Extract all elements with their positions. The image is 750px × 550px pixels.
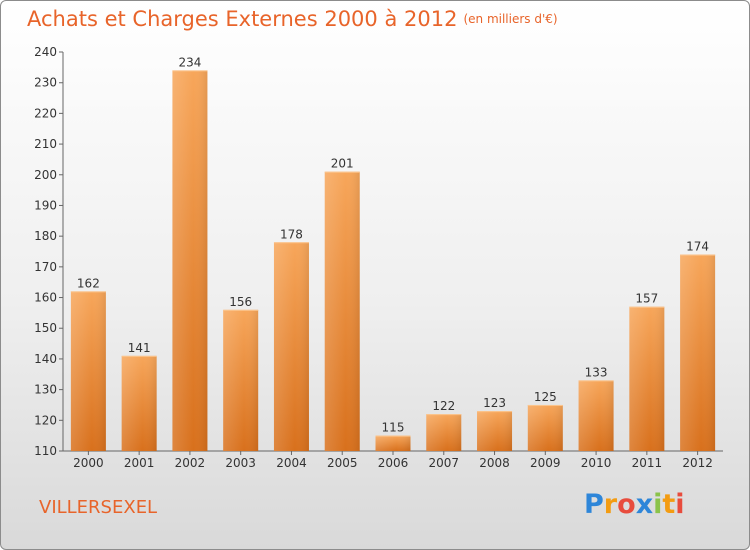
bar-shade [70, 291, 106, 451]
y-tick-label: 140 [34, 352, 57, 366]
bar-shade [426, 414, 462, 451]
x-tick-label: 2006 [378, 456, 409, 470]
x-tick-label: 2008 [479, 456, 510, 470]
chart-title-text: Achats et Charges Externes 2000 à 2012 [27, 7, 458, 31]
x-tick-label: 2003 [225, 456, 256, 470]
x-tick-label: 2000 [73, 456, 104, 470]
y-tick-label: 210 [34, 137, 57, 151]
x-tick-label: 2007 [428, 456, 459, 470]
bar-shade [273, 242, 309, 451]
bar-shade [477, 411, 513, 451]
bar-shade [324, 171, 360, 451]
bar-value-label: 125 [534, 390, 557, 404]
y-tick-label: 170 [34, 260, 57, 274]
bar-value-label: 174 [686, 240, 709, 254]
chart-title: Achats et Charges Externes 2000 à 2012 (e… [27, 7, 558, 31]
logo-letter: o [617, 489, 636, 520]
bar-value-label: 141 [128, 341, 151, 355]
bar-value-label: 156 [229, 295, 252, 309]
y-tick-label: 190 [34, 198, 57, 212]
y-tick-label: 110 [34, 444, 57, 458]
logo-letter: P [584, 489, 604, 520]
bar-value-label: 122 [432, 399, 455, 413]
y-tick-label: 150 [34, 321, 57, 335]
y-tick-label: 200 [34, 168, 57, 182]
bar-value-label: 162 [77, 276, 100, 290]
commune-name: VILLERSEXEL [39, 497, 158, 518]
y-tick-label: 230 [34, 76, 57, 90]
y-tick-label: 120 [34, 413, 57, 427]
logo-letter: i [675, 489, 685, 520]
bar-shade [375, 435, 411, 451]
x-tick-label: 2011 [632, 456, 663, 470]
value-labels: 162 141 234 156 178 201 115 122 123 125 133 157 174 [77, 55, 709, 434]
bar-value-label: 178 [280, 227, 303, 241]
bar-value-label: 201 [331, 157, 354, 171]
x-tick-label: 2010 [581, 456, 612, 470]
logo-letter: r [603, 489, 618, 520]
chart-unit: (en milliers d'€) [463, 12, 558, 26]
bar-shade [629, 306, 665, 451]
bar-shade [578, 380, 614, 451]
y-tick-label: 180 [34, 229, 57, 243]
proxiti-logo: Proxiti [584, 489, 685, 520]
y-tick-label: 160 [34, 291, 57, 305]
x-tick-label: 2012 [682, 456, 713, 470]
axes: 110 120 130 140 150 160 170 180 190 200 210 220 230 2… [34, 45, 723, 470]
bar-value-label: 123 [483, 396, 506, 410]
x-tick-label: 2005 [327, 456, 358, 470]
bar-value-label: 157 [635, 292, 658, 306]
logo-letter: i [653, 489, 663, 520]
bar-shade [223, 309, 259, 451]
x-tick-label: 2002 [175, 456, 206, 470]
x-tick-label: 2001 [124, 456, 155, 470]
y-tick-label: 130 [34, 383, 57, 397]
bar-shade [172, 70, 208, 452]
x-tick-label: 2009 [530, 456, 561, 470]
bar-shade [680, 254, 716, 451]
bar-value-label: 133 [585, 365, 608, 379]
bar-value-label: 115 [382, 421, 405, 435]
bar-shade [527, 404, 563, 451]
logo-letter: x [635, 489, 654, 520]
bar-shade [121, 355, 157, 451]
x-tick-label: 2004 [276, 456, 307, 470]
bars [70, 70, 716, 452]
logo-letter: t [662, 489, 676, 520]
y-tick-label: 220 [34, 106, 57, 120]
bar-value-label: 234 [178, 55, 201, 69]
y-tick-label: 240 [34, 45, 57, 59]
